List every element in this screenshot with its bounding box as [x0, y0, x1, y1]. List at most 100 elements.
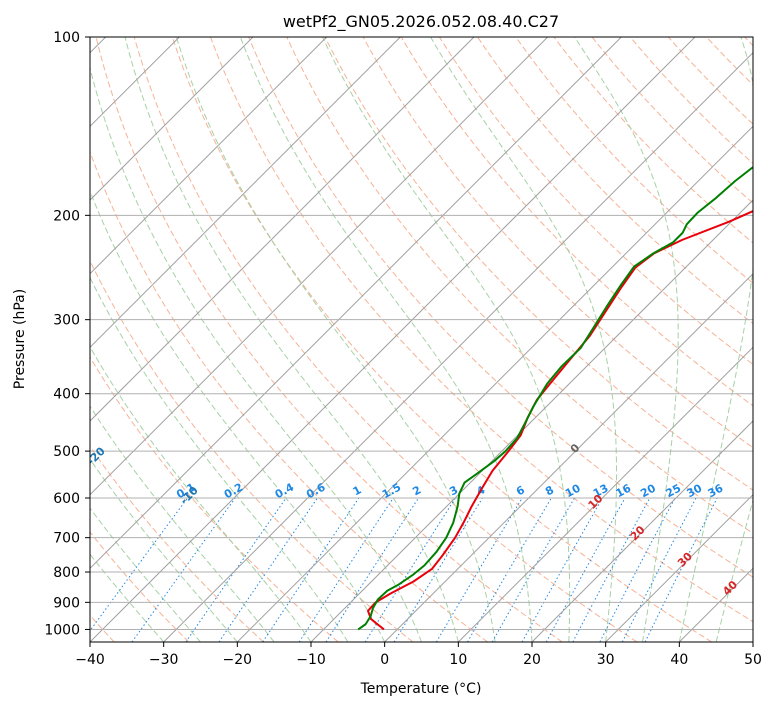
y-tick-label: 1000 [44, 622, 80, 638]
y-tick-label: 800 [53, 565, 80, 581]
dry-adiabat [90, 445, 264, 642]
mixing-ratio-line [599, 497, 676, 642]
dry-adiabat [248, 37, 753, 578]
isotherm [236, 125, 753, 642]
mixing-ratio-line [364, 497, 456, 642]
mixing-ratio-label: 20 [638, 481, 658, 500]
x-tick-label: 30 [597, 652, 615, 668]
dry-adiabat [515, 37, 753, 284]
mixing-ratio-label: 30 [685, 481, 705, 500]
temperature-line [367, 210, 753, 631]
mixing-ratio-label: 1 [351, 483, 364, 498]
dry-adiabat [210, 37, 753, 623]
dry-adiabat [400, 37, 753, 407]
dry-adiabat [553, 37, 753, 244]
isotherm [678, 567, 753, 642]
dry-adiabat [90, 356, 339, 642]
dry-adiabat [133, 37, 638, 642]
plot-area: 0.1 0.2 0.4 0.6 1 1.5 2 3 4 6 8 10 13 16 20 25 30 3601020… [0, 37, 753, 642]
x-tick-label: −40 [75, 652, 105, 668]
mixing-ratio-line [621, 497, 697, 642]
moist-adiabat [430, 37, 618, 642]
moist-adiabats [90, 37, 753, 642]
isobars [90, 37, 753, 630]
x-axis: −40 −30 −20 −10 0 10 20 30 40 50 [75, 642, 762, 668]
mixing-ratio-label: 25 [664, 482, 684, 501]
profile-series [357, 165, 753, 631]
y-tick-label: 200 [53, 208, 80, 224]
mixing-ratio-line [521, 497, 603, 642]
x-tick-label: −10 [296, 652, 326, 668]
dry-adiabat [324, 37, 753, 491]
dry-adiabat [439, 37, 753, 366]
mixing-ratio-line [393, 497, 483, 642]
isotherm [531, 420, 753, 642]
isotherm [605, 493, 753, 642]
dry-adiabat [90, 259, 414, 642]
moist-adiabat [90, 458, 238, 642]
plot-frame [89, 36, 754, 643]
mixing-ratio-label: 8 [543, 483, 556, 498]
dry-adiabat [90, 531, 190, 642]
mixing-ratio-line [298, 497, 394, 642]
isotherm [752, 641, 753, 642]
isotherm-label: 20 [628, 523, 648, 543]
mixing-ratio-line [325, 497, 419, 642]
isotherm [90, 37, 549, 496]
mixing-ratio-label: 36 [706, 481, 726, 500]
dry-adiabat [477, 37, 753, 325]
dry-adiabat [706, 37, 753, 86]
chart-title: wetPf2_GN05.2026.052.08.40.C27 [283, 12, 559, 32]
isotherm [90, 37, 622, 570]
dewpoint-line [357, 165, 753, 631]
moist-adiabat [175, 37, 496, 642]
isotherm [90, 37, 254, 201]
mixing-ratio-line [90, 497, 188, 632]
isotherm [90, 37, 401, 349]
dry-adiabat-label: -30 [0, 398, 19, 421]
isotherm [310, 199, 753, 642]
moist-adiabat [124, 37, 459, 642]
mixing-ratio-label: 10 [563, 481, 583, 500]
isotherm [90, 37, 328, 275]
x-tick-label: 10 [449, 652, 467, 668]
isotherm [90, 37, 696, 642]
dry-adiabat-label: -20 [85, 444, 108, 467]
isotherm [90, 37, 475, 422]
mixing-ratio-label: 16 [614, 481, 634, 500]
mixing-ratio-label: 13 [591, 482, 611, 501]
dry-adiabat [95, 37, 563, 642]
moist-adiabat [90, 553, 165, 642]
mixing-ratio-line [218, 497, 318, 642]
mixing-ratio-line [185, 497, 287, 642]
dry-adiabat [591, 37, 753, 204]
moist-adiabat [574, 37, 679, 642]
y-tick-label: 700 [53, 531, 80, 547]
isotherm [163, 51, 753, 642]
x-tick-label: 20 [523, 652, 541, 668]
mixing-ratio-line [572, 497, 651, 642]
moist-adiabat [678, 37, 753, 642]
x-tick-label: 40 [670, 652, 688, 668]
x-tick-label: −30 [149, 652, 179, 668]
mixing-ratio-line [545, 497, 626, 642]
dry-adiabat [629, 37, 753, 165]
dry-adiabat [286, 37, 753, 534]
mixing-ratio-line [262, 497, 360, 642]
mixing-ratio-label: 6 [514, 483, 527, 498]
mixing-ratio-line [131, 497, 236, 642]
y-tick-label: 900 [53, 595, 80, 611]
moist-adiabat [90, 66, 422, 642]
dry-adiabats [90, 37, 753, 642]
moist-adiabat [90, 507, 201, 642]
y-tick-label: 400 [53, 387, 80, 403]
isotherm [457, 346, 753, 642]
mixing-ratio-lines [90, 497, 718, 642]
y-axis: 100 200 300 400 500 600 700 800 900 1000 [44, 30, 90, 638]
isotherm-label: 30 [675, 549, 695, 569]
isotherm-label: 40 [720, 578, 740, 598]
dry-adiabat [744, 37, 753, 47]
y-axis-title: Pressure (hPa) [12, 289, 28, 389]
x-tick-label: 50 [744, 652, 762, 668]
